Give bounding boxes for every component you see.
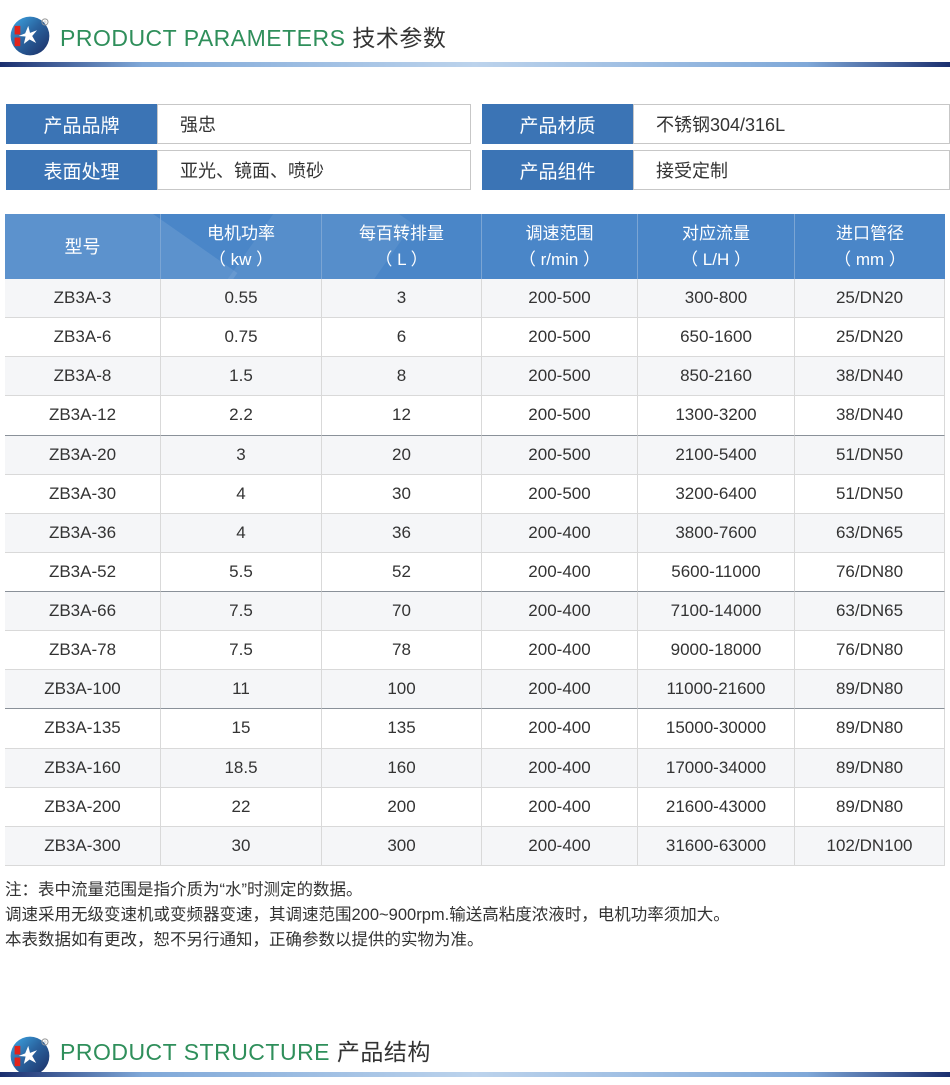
svg-text:®: ® bbox=[44, 20, 47, 24]
svg-text:®: ® bbox=[44, 1040, 47, 1044]
